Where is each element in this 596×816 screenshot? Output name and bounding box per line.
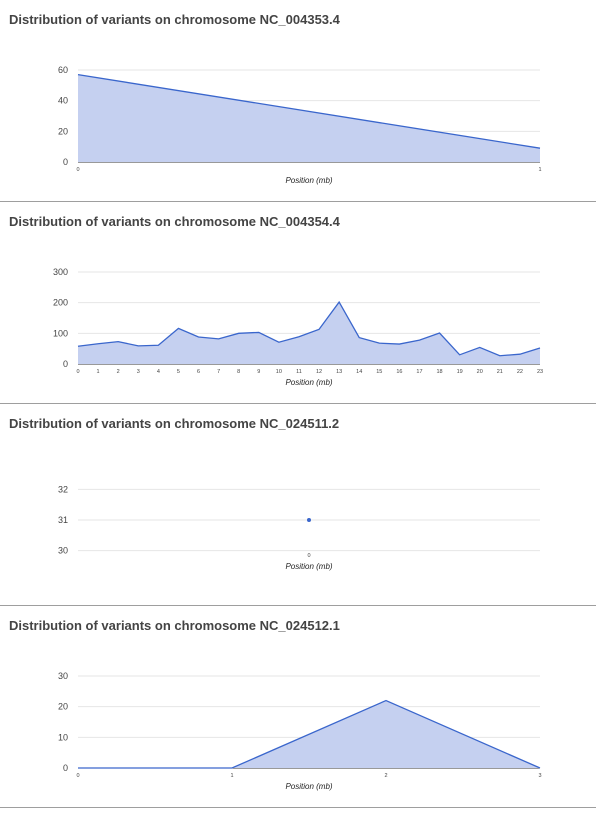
- x-tick-label: 20: [477, 369, 483, 375]
- x-tick-label: 1: [97, 369, 100, 375]
- x-tick-label: 9: [257, 369, 260, 375]
- chart-plot: 0 10 20 30 0 1 2 3 Position (mb): [58, 671, 542, 791]
- x-axis-label: Position (mb): [285, 176, 332, 185]
- x-tick-label: 4: [157, 369, 160, 375]
- series-line: [77, 300, 541, 357]
- x-tick-label: 19: [457, 369, 463, 375]
- x-tick-label: 1: [230, 773, 233, 779]
- x-tick-label: 15: [376, 369, 382, 375]
- x-tick-label: 0: [76, 773, 79, 779]
- series-line: [78, 699, 541, 769]
- y-tick-label: 200: [53, 298, 68, 308]
- y-tick-label: 20: [58, 126, 68, 136]
- x-tick-label: 22: [517, 369, 523, 375]
- chart-section: Distribution of variants on chromosome N…: [0, 606, 596, 808]
- x-tick-label: 14: [356, 369, 362, 375]
- y-tick-label: 30: [58, 671, 68, 681]
- x-tick-label: 0: [76, 167, 79, 173]
- chart-title: Distribution of variants on chromosome N…: [9, 214, 340, 229]
- chart-section: Distribution of variants on chromosome N…: [0, 0, 596, 202]
- x-axis-label: Position (mb): [285, 782, 332, 791]
- y-tick-label: 0: [63, 359, 68, 369]
- x-tick-label: 12: [316, 369, 322, 375]
- chart-section: Distribution of variants on chromosome N…: [0, 202, 596, 404]
- x-tick-label: 11: [296, 369, 302, 375]
- x-tick-label: 7: [217, 369, 220, 375]
- y-tick-label: 10: [58, 732, 68, 742]
- x-tick-label: 13: [336, 369, 342, 375]
- y-tick-label: 100: [53, 328, 68, 338]
- x-tick-label: 2: [117, 369, 120, 375]
- data-point: [307, 518, 311, 522]
- y-tick-label: 0: [63, 763, 68, 773]
- chart-title: Distribution of variants on chromosome N…: [9, 12, 340, 27]
- x-tick-label: 3: [538, 773, 541, 779]
- y-tick-label: 31: [58, 515, 68, 525]
- x-tick-label: 3: [137, 369, 140, 375]
- x-tick-label: 16: [396, 369, 402, 375]
- x-tick-label: 2: [384, 773, 387, 779]
- x-axis-label: Position (mb): [285, 378, 332, 387]
- chart-title: Distribution of variants on chromosome N…: [9, 416, 340, 431]
- y-tick-label: 0: [63, 157, 68, 167]
- chart-plot: 0 20 40 60 0 1 Position (mb): [58, 65, 542, 185]
- y-tick-label: 20: [58, 702, 68, 712]
- x-tick-label: 21: [497, 369, 503, 375]
- series-area: [78, 74, 540, 162]
- y-tick-label: 60: [58, 65, 68, 75]
- series-area: [78, 700, 540, 768]
- y-tick-label: 30: [58, 546, 68, 556]
- x-tick-label: 10: [276, 369, 282, 375]
- chart-plot: 30 31 32 0 Position (mb): [58, 484, 540, 571]
- x-tick-label: 1: [538, 167, 541, 173]
- x-tick-label: 18: [437, 369, 443, 375]
- x-tick-label: 5: [177, 369, 180, 375]
- chart-title: Distribution of variants on chromosome N…: [9, 618, 340, 633]
- x-tick-label: 6: [197, 369, 200, 375]
- x-tick-label: 23: [537, 369, 543, 375]
- x-tick-label: 8: [237, 369, 240, 375]
- x-tick-label: 0: [76, 369, 79, 375]
- y-tick-label: 300: [53, 267, 68, 277]
- x-axis-label: Position (mb): [285, 562, 332, 571]
- x-tick-label: 0: [307, 553, 310, 559]
- y-tick-label: 40: [58, 96, 68, 106]
- chart-section: Distribution of variants on chromosome N…: [0, 404, 596, 606]
- y-tick-label: 32: [58, 484, 68, 494]
- series-line: [77, 73, 541, 149]
- x-tick-label: 17: [416, 369, 422, 375]
